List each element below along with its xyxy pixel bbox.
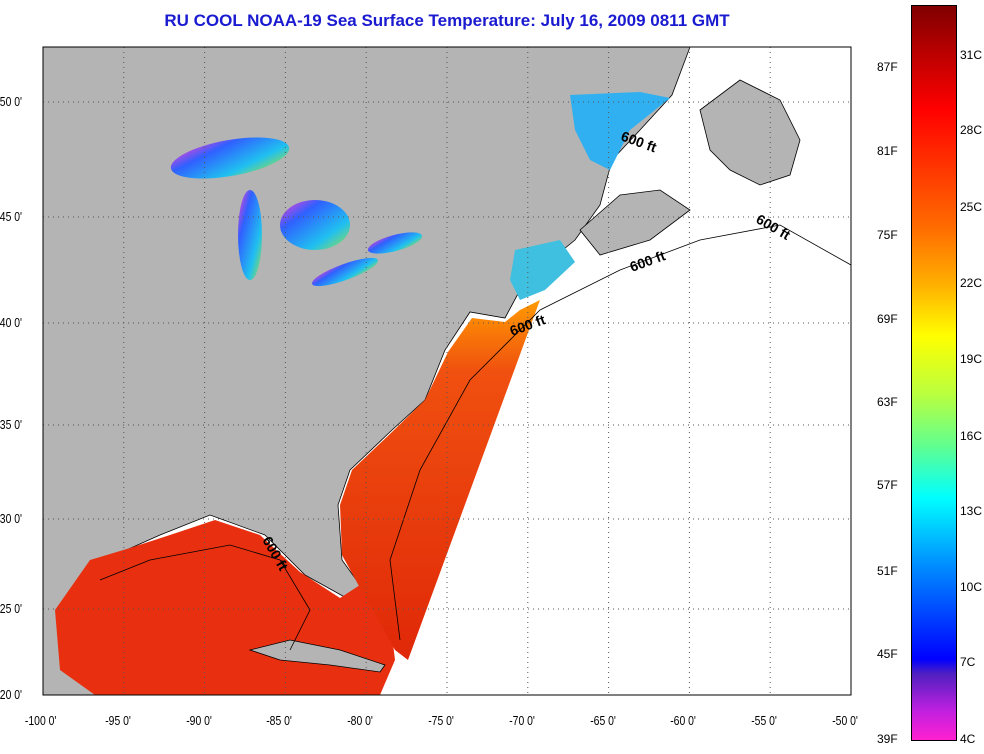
- longitude-label: -90 0': [185, 713, 212, 728]
- gulf-st-lawrence-sst: [570, 92, 670, 170]
- depth-contour-600ft: [99, 224, 852, 651]
- latitude-label: 30 0': [0, 511, 23, 526]
- longitude-label: -85 0': [266, 713, 293, 728]
- colorbar-fahrenheit-label: 45F: [877, 647, 898, 661]
- latitude-label: 40 0': [0, 315, 23, 330]
- longitude-label: -80 0': [347, 713, 374, 728]
- colorbar-fahrenheit-label: 69F: [877, 312, 898, 326]
- map-title: RU COOL NOAA-19 Sea Surface Temperature:…: [164, 11, 730, 30]
- cuba-land: [248, 639, 386, 673]
- longitude-label: -65 0': [589, 713, 616, 728]
- colorbar-fahrenheit-label: 51F: [877, 564, 898, 578]
- colorbar-fahrenheit-label: 57F: [877, 478, 898, 492]
- longitude-label: -55 0': [751, 713, 778, 728]
- gulf-of-maine-sst: [510, 240, 575, 300]
- colorbar: [911, 5, 957, 741]
- colorbar-celsius-label: 10C: [960, 580, 983, 594]
- longitude-label: -50 0': [832, 713, 858, 728]
- map-frame: [42, 46, 852, 696]
- longitude-label: -75 0': [428, 713, 454, 728]
- colorbar-fahrenheit-label: 81F: [877, 144, 898, 158]
- longitude-label: -60 0': [670, 713, 697, 728]
- latitude-label: 50 0': [0, 94, 23, 109]
- colorbar-celsius-label: 13C: [960, 504, 983, 518]
- latitude-label: 45 0': [0, 209, 23, 224]
- colorbar-fahrenheit-label: 63F: [877, 395, 898, 409]
- longitude-label: -70 0': [509, 713, 535, 728]
- colorbar-celsius-label: 7C: [960, 655, 976, 669]
- latitude-label: 35 0': [0, 417, 23, 432]
- colorbar-celsius-label: 16C: [960, 429, 983, 443]
- atlantic-sst-swath: [340, 300, 540, 660]
- colorbar-celsius-label: 19C: [960, 352, 983, 366]
- latitude-label: 25 0': [0, 601, 23, 616]
- colorbar-fahrenheit-label: 75F: [877, 228, 898, 242]
- colorbar-celsius-label: 4C: [960, 732, 976, 746]
- great-lakes: [170, 137, 423, 287]
- longitude-label: -100 0': [24, 713, 57, 728]
- colorbar-fahrenheit-label: 39F: [877, 732, 898, 746]
- colorbar-fahrenheit-label: 87F: [877, 60, 898, 74]
- colorbar-celsius-label: 25C: [960, 200, 983, 214]
- longitude-label: -95 0': [105, 713, 131, 728]
- colorbar-celsius-label: 31C: [960, 48, 983, 62]
- nova-scotia-land: [579, 189, 691, 256]
- colorbar-celsius-label: 28C: [960, 123, 983, 137]
- colorbar-celsius-label: 22C: [960, 276, 983, 290]
- newfoundland-land: [699, 79, 801, 186]
- latitude-label: 20 0': [0, 687, 23, 702]
